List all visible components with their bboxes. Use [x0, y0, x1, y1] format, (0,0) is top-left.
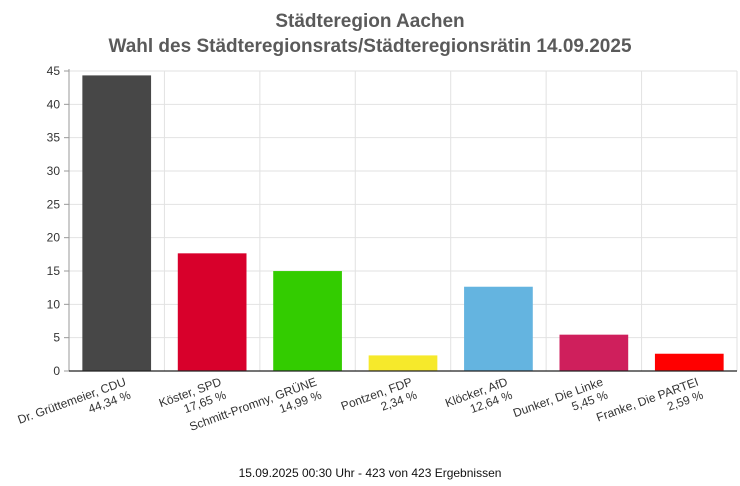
chart-subtitle: Wahl des Städteregionsrats/Städteregions…: [108, 36, 632, 57]
y-tick-label: 25: [47, 197, 61, 211]
y-tick-label: 5: [53, 331, 60, 345]
bar: [177, 253, 247, 371]
y-tick-label: 0: [53, 364, 60, 378]
results-footer: 15.09.2025 00:30 Uhr - 423 von 423 Ergeb…: [238, 466, 502, 480]
bar: [464, 286, 533, 371]
bar: [273, 271, 342, 371]
bar: [82, 75, 152, 372]
x-tick-label: Franke, Die PARTEI2,59 %: [594, 375, 705, 438]
x-tick-label: Klöcker, AfD12,64 %: [443, 375, 514, 424]
y-tick-label: 35: [47, 131, 61, 145]
y-tick-label: 40: [47, 97, 61, 111]
y-tick-label: 45: [47, 64, 61, 78]
chart-title: Städteregion Aachen: [275, 11, 465, 32]
bar: [368, 355, 438, 371]
y-tick-label: 30: [47, 164, 61, 178]
x-tick-label: Dr. Grüttemeier, CDU44,34 %: [16, 375, 133, 440]
y-tick-label: 20: [47, 231, 61, 245]
bar: [559, 334, 629, 371]
x-tick-label: Dunker, Die Linke5,45 %: [511, 375, 610, 434]
bar: [654, 353, 724, 371]
y-tick-label: 15: [47, 264, 61, 278]
x-tick-label: Pontzen, FDP2,34 %: [339, 375, 419, 427]
y-tick-label: 10: [47, 297, 61, 311]
